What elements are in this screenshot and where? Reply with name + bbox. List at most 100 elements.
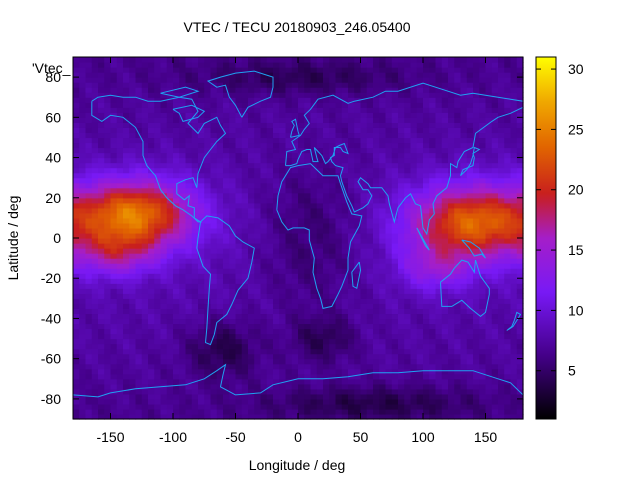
heatmap-cell (404, 253, 412, 259)
heatmap-cell (341, 403, 349, 410)
heatmap-cell (441, 102, 449, 108)
heatmap-cell (485, 393, 493, 400)
heatmap-cell (129, 308, 137, 315)
heatmap-cell (429, 368, 437, 375)
heatmap-cell (285, 363, 293, 370)
heatmap-cell (329, 343, 337, 350)
heatmap-cell (179, 393, 187, 400)
heatmap-cell (404, 318, 412, 325)
heatmap-cell (241, 57, 249, 63)
heatmap-cell (129, 182, 137, 189)
heatmap-cell (285, 72, 293, 78)
heatmap-cell (473, 323, 480, 330)
heatmap-cell (366, 378, 374, 385)
heatmap-cell (485, 142, 493, 149)
heatmap-cell (460, 172, 468, 179)
heatmap-cell (335, 263, 343, 269)
heatmap-cell (335, 82, 343, 88)
heatmap-cell (141, 197, 149, 204)
heatmap-cell (179, 97, 187, 103)
heatmap-cell (473, 263, 480, 269)
heatmap-cell (298, 393, 305, 400)
heatmap-cell (479, 238, 487, 244)
heatmap-cell (273, 293, 280, 299)
heatmap-cell (110, 333, 118, 340)
heatmap-cell (223, 373, 230, 380)
heatmap-cell (423, 238, 430, 244)
heatmap-cell (335, 318, 343, 325)
heatmap-cell (154, 378, 162, 385)
heatmap-cell (416, 132, 424, 139)
heatmap-cell (235, 77, 243, 83)
heatmap-cell (323, 313, 330, 320)
heatmap-cell (504, 293, 512, 299)
heatmap-cell (310, 82, 318, 88)
heatmap-cell (85, 222, 93, 229)
heatmap-cell (348, 368, 355, 375)
heatmap-cell (423, 217, 430, 224)
heatmap-cell (410, 388, 418, 395)
heatmap-cell (348, 413, 355, 420)
heatmap-cell (423, 303, 430, 309)
heatmap-cell (273, 232, 280, 239)
heatmap-cell (373, 338, 380, 345)
heatmap-cell (173, 62, 180, 68)
heatmap-cell (348, 363, 355, 370)
heatmap-cell (279, 253, 287, 259)
heatmap-cell (279, 273, 287, 279)
heatmap-cell (466, 333, 474, 340)
heatmap-cell (310, 67, 318, 73)
heatmap-cell (191, 313, 199, 320)
heatmap-cell (304, 142, 312, 149)
heatmap-cell (98, 353, 105, 360)
heatmap-cell (298, 303, 305, 309)
heatmap-cell (185, 413, 193, 420)
heatmap-cell (173, 393, 180, 400)
heatmap-cell (373, 97, 380, 103)
heatmap-cell (291, 62, 299, 68)
heatmap-cell (291, 298, 299, 304)
heatmap-cell (435, 187, 443, 194)
heatmap-cell (160, 328, 168, 335)
heatmap-cell (491, 62, 499, 68)
heatmap-cell (266, 283, 274, 289)
heatmap-cell (323, 207, 330, 214)
heatmap-cell (354, 368, 362, 375)
heatmap-cell (73, 57, 80, 63)
heatmap-cell (323, 187, 330, 194)
heatmap-cell (91, 102, 99, 108)
heatmap-cell (329, 308, 337, 315)
heatmap-cell (198, 97, 205, 103)
heatmap-cell (498, 358, 505, 365)
heatmap-cell (216, 253, 224, 259)
heatmap-cell (166, 127, 174, 134)
heatmap-cell (298, 57, 305, 63)
heatmap-cell (191, 177, 199, 184)
heatmap-cell (485, 232, 493, 239)
heatmap-cell (185, 102, 193, 108)
heatmap-cell (448, 338, 455, 345)
heatmap-cell (410, 243, 418, 249)
heatmap-cell (185, 112, 193, 118)
heatmap-cell (391, 117, 399, 123)
heatmap-cell (460, 122, 468, 128)
heatmap-cell (235, 333, 243, 340)
heatmap-cell (404, 298, 412, 304)
heatmap-cell (166, 298, 174, 304)
heatmap-cell (329, 157, 337, 164)
heatmap-cell (373, 232, 380, 239)
heatmap-cell (148, 253, 155, 259)
heatmap-cell (198, 112, 205, 118)
heatmap-cell (123, 107, 130, 113)
heatmap-cell (410, 318, 418, 325)
heatmap-cell (104, 273, 112, 279)
heatmap-cell (235, 338, 243, 345)
heatmap-cell (154, 363, 162, 370)
heatmap-cell (279, 268, 287, 274)
heatmap-cell (291, 112, 299, 118)
heatmap-cell (85, 258, 93, 264)
heatmap-cell (498, 172, 505, 179)
heatmap-cell (273, 182, 280, 189)
heatmap-cell (198, 268, 205, 274)
heatmap-cell (173, 132, 180, 139)
